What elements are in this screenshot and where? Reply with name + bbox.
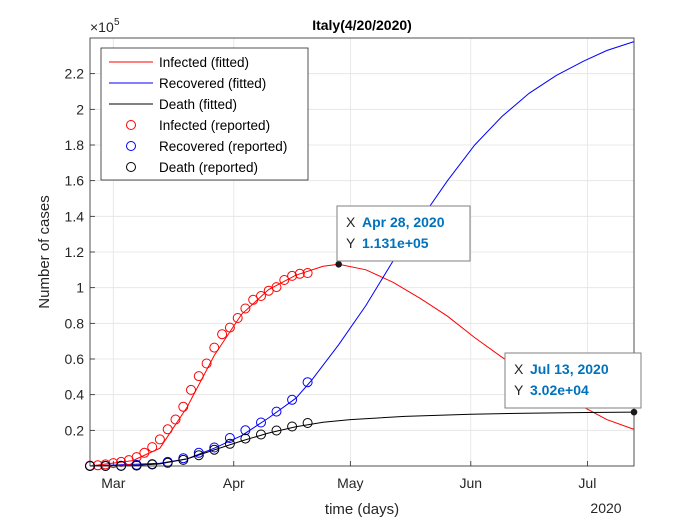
- y-tick-label: 1.4: [65, 208, 85, 224]
- data-point: [162, 424, 173, 435]
- legend-entry-label: Infected (reported): [159, 118, 270, 133]
- x-tick-label: Apr: [223, 475, 245, 491]
- y-tick-label: 1.6: [65, 173, 85, 189]
- x-tick-label: Jun: [460, 475, 483, 491]
- legend-box: [100, 47, 309, 181]
- data-point: [178, 454, 189, 465]
- data-point: [287, 421, 298, 432]
- datatip-x-label: X: [346, 214, 356, 230]
- legend-entry-label: Infected (fitted): [159, 55, 249, 70]
- legend-entry-label: Recovered (reported): [159, 139, 287, 154]
- data-point: [224, 322, 235, 333]
- data-point: [224, 433, 235, 443]
- data-point: [248, 294, 259, 305]
- datatips: X Apr 28, 2020 Y 1.131e+05 X Jul 13, 2020 Y 3.0…: [335, 205, 642, 416]
- legend-entry-label: Death (fitted): [159, 97, 237, 112]
- data-point: [240, 303, 251, 314]
- data-point: [287, 270, 298, 281]
- legend-entry-label: Recovered (fitted): [159, 76, 266, 91]
- data-point: [201, 358, 212, 369]
- y-exponent-label: ×10: [90, 19, 114, 35]
- data-point: [240, 433, 251, 444]
- y-tick-label: 1: [76, 280, 84, 296]
- datatip-x-value: Apr 28, 2020: [362, 214, 445, 230]
- data-point: [170, 414, 181, 425]
- legend-marker-swatch: [126, 141, 136, 151]
- datatip-x-value: Jul 13, 2020: [530, 361, 609, 377]
- data-point: [302, 418, 313, 428]
- y-tick-label: 0.4: [65, 387, 85, 403]
- data-point: [302, 268, 313, 278]
- data-point: [193, 447, 204, 458]
- datatip-point: [335, 261, 342, 268]
- datatip-y-value: 3.02e+04: [530, 382, 589, 398]
- data-point: [256, 291, 266, 301]
- datatip-y-value: 1.131e+05: [362, 235, 429, 251]
- data-point: [302, 377, 313, 388]
- datatip-x-label: X: [514, 361, 524, 377]
- data-point: [271, 282, 282, 293]
- y-tick-label: 1.8: [65, 137, 85, 153]
- data-point: [209, 442, 220, 453]
- legend: Infected (fitted) Recovered (fitted) Death…: [100, 47, 309, 181]
- y-tick-label: 2.2: [65, 66, 85, 82]
- data-point: [178, 401, 189, 412]
- legend-entry-label: Death (reported): [159, 160, 258, 175]
- x-tick-label: May: [337, 475, 363, 491]
- data-point: [147, 459, 158, 470]
- data-point: [217, 329, 228, 340]
- data-point: [256, 417, 266, 428]
- data-point: [92, 460, 103, 471]
- y-tick-label: 0.2: [65, 422, 85, 438]
- data-point: [240, 425, 251, 436]
- series-line: [89, 411, 635, 467]
- data-point: [139, 447, 150, 458]
- datatip-y-label: Y: [346, 235, 356, 251]
- data-point: [193, 371, 204, 382]
- data-point: [271, 406, 282, 417]
- data-point: [209, 342, 220, 353]
- datatip-box: [336, 205, 471, 262]
- y-tick-label: 0.6: [65, 351, 85, 367]
- chart-title: Italy(4/20/2020): [312, 17, 412, 33]
- data-point: [224, 438, 235, 449]
- datatip-point: [630, 408, 638, 416]
- data-point: [186, 384, 196, 395]
- data-point: [294, 268, 305, 279]
- axes: 0.2 0.4 0.6 0.8 1 1.2 1.4 1.6 1.8 2 2.2 Mar Apr May Ju…: [65, 17, 622, 516]
- legend-marker-swatch: [126, 120, 136, 130]
- data-point: [162, 457, 173, 468]
- data-point: [193, 450, 204, 461]
- data-point: [279, 275, 290, 285]
- data-point: [271, 425, 282, 436]
- data-point: [232, 313, 243, 323]
- y-axis-label: Number of cases: [36, 195, 53, 308]
- y-tick-label: 0.8: [65, 315, 85, 331]
- x-tick-label: Jul: [578, 475, 596, 491]
- y-tick-label: 1.2: [65, 244, 85, 260]
- x-axis-label: time (days): [325, 501, 399, 518]
- x-year-label: 2020: [590, 500, 621, 516]
- datatip-y-label: Y: [514, 382, 524, 398]
- legend-marker-swatch: [126, 162, 136, 172]
- data-point: [154, 434, 165, 445]
- y-tick-label: 2: [76, 101, 84, 117]
- x-tick-label: Mar: [101, 475, 125, 491]
- data-point: [209, 444, 220, 455]
- datatip-box: [504, 352, 642, 409]
- data-point: [256, 429, 266, 440]
- y-exponent-power: 5: [114, 17, 120, 28]
- data-point: [287, 394, 298, 405]
- data-point: [147, 442, 158, 453]
